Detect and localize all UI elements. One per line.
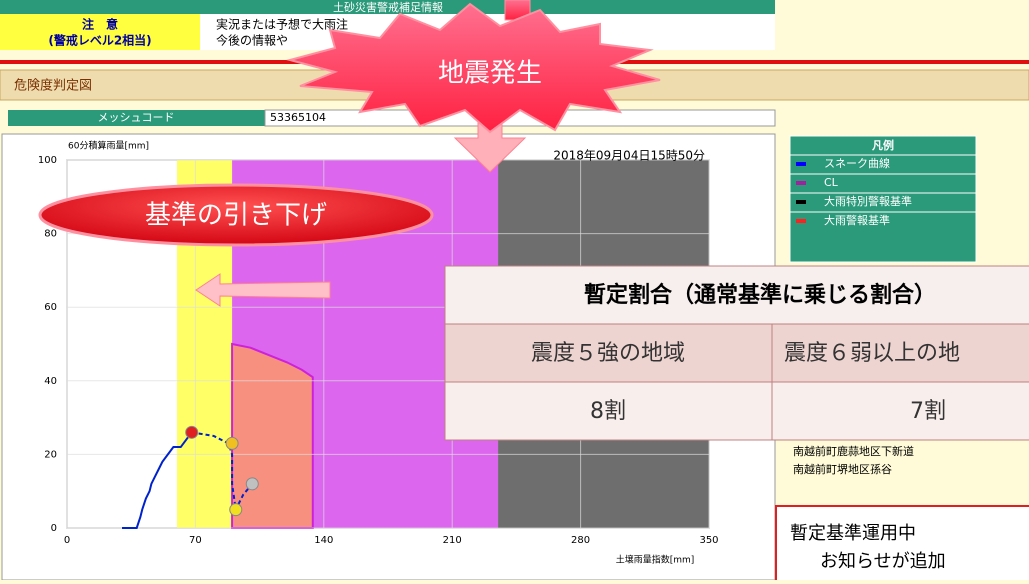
point [245, 477, 259, 491]
series-line [122, 431, 193, 529]
table-header: 震度５強の地域 [531, 341, 685, 366]
table-title-row [444, 265, 1029, 325]
mesh-code: 53365104 [270, 111, 326, 124]
x-tick-label: 350 [699, 535, 718, 546]
x-tick-label: 280 [571, 535, 590, 546]
mesh-label-cell [8, 110, 265, 126]
x-tick-label: 140 [314, 535, 333, 546]
ratio-table: 暫定割合（通常基準に乗じる割合） 震度５強の地域 震度６弱以上の地 8割 7割 [444, 265, 1029, 441]
mesh-code-cell [264, 109, 776, 127]
table-value: 7割 [910, 399, 946, 424]
x-axis-label: 土壌雨量指数[mm] [616, 554, 695, 566]
legend-swatch [796, 181, 806, 185]
section-title: 危険度判定図 [14, 78, 92, 94]
x-tick-label: 0 [64, 535, 70, 546]
legend-label: 大雨特別警報基準 [824, 194, 912, 208]
lowering-badge [38, 183, 434, 247]
y-tick-label: 80 [44, 229, 57, 240]
x-tick-label: 210 [443, 535, 462, 546]
legend-label: スネーク曲線 [824, 156, 890, 170]
y-tick-label: 100 [38, 155, 57, 166]
x-tick-label: 70 [189, 535, 202, 546]
y-tick-label: 20 [44, 449, 57, 460]
legend-box [789, 135, 977, 263]
point [229, 503, 243, 517]
arrow-left [195, 273, 331, 307]
point [185, 425, 199, 439]
y-tick-label: 60 [44, 302, 57, 313]
notice-box [775, 505, 1029, 584]
level: 注 意 [82, 17, 118, 32]
place: 南越前町堺地区孫谷 [793, 462, 892, 476]
legend-label: CL [824, 176, 839, 189]
header-title: 土砂災害警戒補足情報 [333, 0, 443, 14]
y-tick-label: 0 [51, 523, 57, 534]
mesh-label: メッシュコード [98, 111, 175, 124]
legend-title: 凡例 [872, 138, 894, 152]
timestamp: 2018年09月04日15時50分 [553, 149, 705, 163]
level-cell [0, 14, 200, 50]
legend-swatch [796, 219, 806, 223]
table-title: 暫定割合（通常基準に乗じる割合） [584, 282, 936, 308]
starburst [286, 2, 661, 134]
table-value-row [444, 381, 1029, 441]
point [225, 436, 239, 450]
area [231, 342, 314, 529]
legend-label: 大雨警報基準 [824, 213, 890, 227]
y-tick-label: 40 [44, 376, 57, 387]
series-line [191, 431, 254, 513]
place: 南越前町鹿蒜地区下新道 [793, 444, 914, 458]
lowering-label: 基準の引き下げ [145, 201, 327, 231]
notice-line: 実況または予想で大雨注 [216, 17, 348, 32]
level-note: (警戒レベル2相当) [48, 33, 151, 48]
legend-swatch [796, 200, 806, 204]
notice-text: 暫定基準運用中 [790, 523, 916, 544]
y-axis-label: 60分積算雨量[mm] [68, 140, 149, 152]
header-bar [0, 0, 775, 14]
table-header-row [444, 323, 1029, 383]
quake-label: 地震発生 [438, 59, 542, 89]
table-value: 8割 [590, 399, 626, 424]
table-header: 震度６弱以上の地 [784, 341, 960, 366]
notice-text: お知らせが追加 [820, 551, 946, 572]
legend-swatch [796, 162, 806, 166]
notice-line: 今後の情報や [216, 33, 288, 48]
